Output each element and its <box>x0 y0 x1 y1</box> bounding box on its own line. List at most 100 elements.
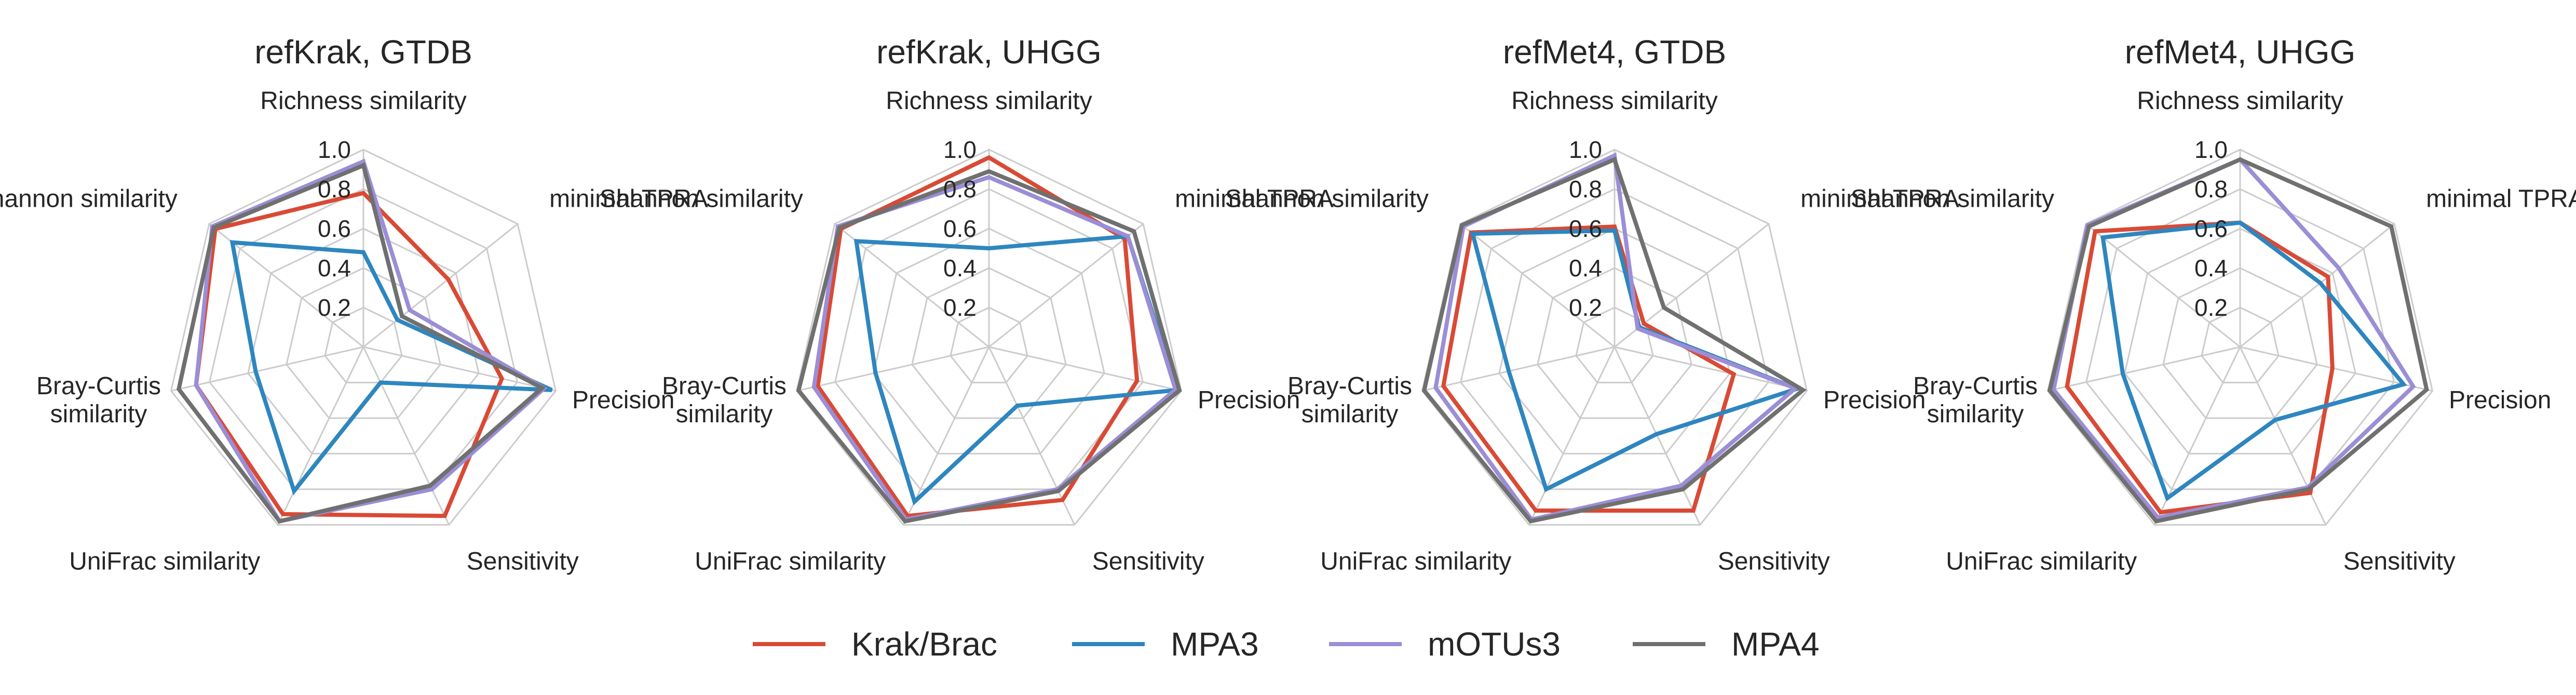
series-mpa4 <box>796 169 1182 524</box>
r-tick-label: 0.2 <box>2194 294 2228 321</box>
axis-label-minimal-tpra: minimal TPRA <box>2426 185 2576 212</box>
r-tick-label: 0.4 <box>1569 255 1602 282</box>
axis-label-richness-similarity: Richness similarity <box>886 87 1092 115</box>
grid-ring <box>2162 267 2318 419</box>
legend-label: mOTUs3 <box>1428 625 1561 663</box>
grid-ring <box>1575 306 1654 383</box>
series-mpa4 <box>177 162 546 524</box>
grid-ring <box>1537 267 1692 419</box>
grid-ring <box>286 267 441 419</box>
r-tick-label: 0.4 <box>2194 255 2228 282</box>
axis-label-unifrac-similarity: UniFrac similarity <box>1946 548 2137 576</box>
series-krak-brac <box>1441 224 1737 513</box>
axis-label-minimal-tpra: minimal TPRA <box>549 185 708 212</box>
legend-label: MPA4 <box>1731 625 1820 663</box>
r-tick-label: 0.2 <box>318 294 351 321</box>
axis-label-sensitivity: Sensitivity <box>467 548 579 576</box>
r-tick-label: 0.6 <box>2194 215 2228 242</box>
r-tick-label: 1.0 <box>2194 136 2228 163</box>
axis-label-bray-curtis-similarity: Bray-Curtis similarity <box>36 372 161 428</box>
axis-label-precision: Precision <box>2449 386 2551 414</box>
grid-spoke <box>1614 346 1807 392</box>
radar-panel-refkrak-uhgg: 0.2 0.4 0.6 0.8 1.0 Richness similarity minima… <box>600 33 1334 576</box>
r-tick-label: 1.0 <box>318 136 351 163</box>
grid-ring <box>950 306 1028 383</box>
radar-panel-refkrak-gtdb: 0.2 0.4 0.6 0.8 1.0 Richness similarity minima… <box>0 33 708 576</box>
legend-item-mpa3: MPA3 <box>1072 625 1259 663</box>
r-tick-label: 0.8 <box>1569 176 1602 203</box>
grid-ring <box>2124 228 2356 455</box>
r-tick-label: 0.4 <box>943 255 977 282</box>
r-tick-label: 0.6 <box>1569 215 1602 242</box>
series-mpa3 <box>2100 220 2407 502</box>
r-tick-label: 1.0 <box>1569 136 1602 163</box>
axis-label-sensitivity: Sensitivity <box>1718 548 1830 576</box>
grid-spoke <box>362 346 450 526</box>
radar-panel-refmet4-gtdb: 0.2 0.4 0.6 0.8 1.0 Richness similarity minima… <box>1225 33 1959 576</box>
axis-label-richness-similarity: Richness similarity <box>1511 87 1717 115</box>
grid-ring <box>873 228 1105 455</box>
series-motus3 <box>1433 152 1799 522</box>
grid-ring <box>1459 188 1770 490</box>
grid-spoke <box>796 346 989 392</box>
axis-label-precision: Precision <box>1823 386 1926 414</box>
grid-spoke <box>834 223 989 348</box>
r-tick-label: 0.4 <box>318 255 351 282</box>
legend: Krak/Brac MPA3 mOTUs3 MPA4 <box>753 625 1820 663</box>
r-tick-label: 1.0 <box>943 136 977 163</box>
legend-item-krak-brac: Krak/Brac <box>753 625 997 663</box>
axis-label-shannon-similarity: Shannon similarity <box>1225 185 1429 212</box>
grid-spoke <box>363 346 556 392</box>
grid-spoke <box>2239 346 2327 526</box>
grid-spoke <box>988 346 1076 526</box>
panel-title: refMet4, UHGG <box>2125 33 2356 71</box>
legend-label: MPA3 <box>1171 625 1259 663</box>
legend-item-motus3: mOTUs3 <box>1329 625 1561 663</box>
series-krak-brac <box>194 191 505 518</box>
r-tick-label: 0.2 <box>943 294 977 321</box>
grid-spoke <box>171 346 364 392</box>
grid-spoke <box>988 223 1144 348</box>
r-tick-label: 0.8 <box>318 176 351 203</box>
axis-label-precision: Precision <box>1198 386 1300 414</box>
axis-label-precision: Precision <box>572 386 674 414</box>
axis-label-unifrac-similarity: UniFrac similarity <box>695 548 886 576</box>
series-krak-brac <box>816 155 1140 518</box>
grid-spoke <box>902 346 990 526</box>
axis-label-richness-similarity: Richness similarity <box>260 87 466 115</box>
axis-label-sensitivity: Sensitivity <box>2343 548 2456 576</box>
grid-ring <box>247 228 480 455</box>
grid-spoke <box>1422 346 1615 392</box>
axis-label-unifrac-similarity: UniFrac similarity <box>69 548 260 576</box>
grid-spoke <box>2240 223 2395 348</box>
grid-spoke <box>2085 223 2241 348</box>
axis-label-shannon-similarity: Shannon similarity <box>0 185 178 212</box>
r-tick-label: 0.6 <box>318 215 351 242</box>
grid-ring <box>208 188 519 490</box>
r-tick-label: 0.2 <box>1569 294 1602 321</box>
r-tick-label: 0.6 <box>943 215 977 242</box>
r-tick-label: 0.8 <box>943 176 977 203</box>
axis-label-bray-curtis-similarity: Bray-Curtis similarity <box>662 372 787 428</box>
panel-title: refKrak, GTDB <box>254 33 472 71</box>
axis-label-minimal-tpra: minimal TPRA <box>1800 185 1959 212</box>
grid-spoke <box>988 346 1182 392</box>
grid-ring <box>795 149 1183 526</box>
grid-ring <box>324 306 403 383</box>
radar-panels: 0.2 0.4 0.6 0.8 1.0 Richness similarity minima… <box>0 33 2576 576</box>
legend-label: Krak/Brac <box>851 625 997 663</box>
axis-label-richness-similarity: Richness similarity <box>2137 87 2343 115</box>
grid-spoke <box>1459 223 1615 348</box>
axis-label-sensitivity: Sensitivity <box>1092 548 1204 576</box>
grid-ring <box>2085 188 2395 490</box>
legend-item-mpa4: MPA4 <box>1633 625 1820 663</box>
axis-label-minimal-tpra: minimal TPRA <box>1175 185 1334 212</box>
grid-spoke <box>2048 346 2241 392</box>
grid-ring <box>170 149 557 526</box>
radar-panel-refmet4-uhgg: 0.2 0.4 0.6 0.8 1.0 Richness similarity minima… <box>1851 33 2576 576</box>
grid-spoke <box>1528 346 1616 526</box>
grid-spoke <box>277 346 364 526</box>
grid-ring <box>911 267 1067 419</box>
axis-label-bray-curtis-similarity: Bray-Curtis similarity <box>1287 372 1412 428</box>
